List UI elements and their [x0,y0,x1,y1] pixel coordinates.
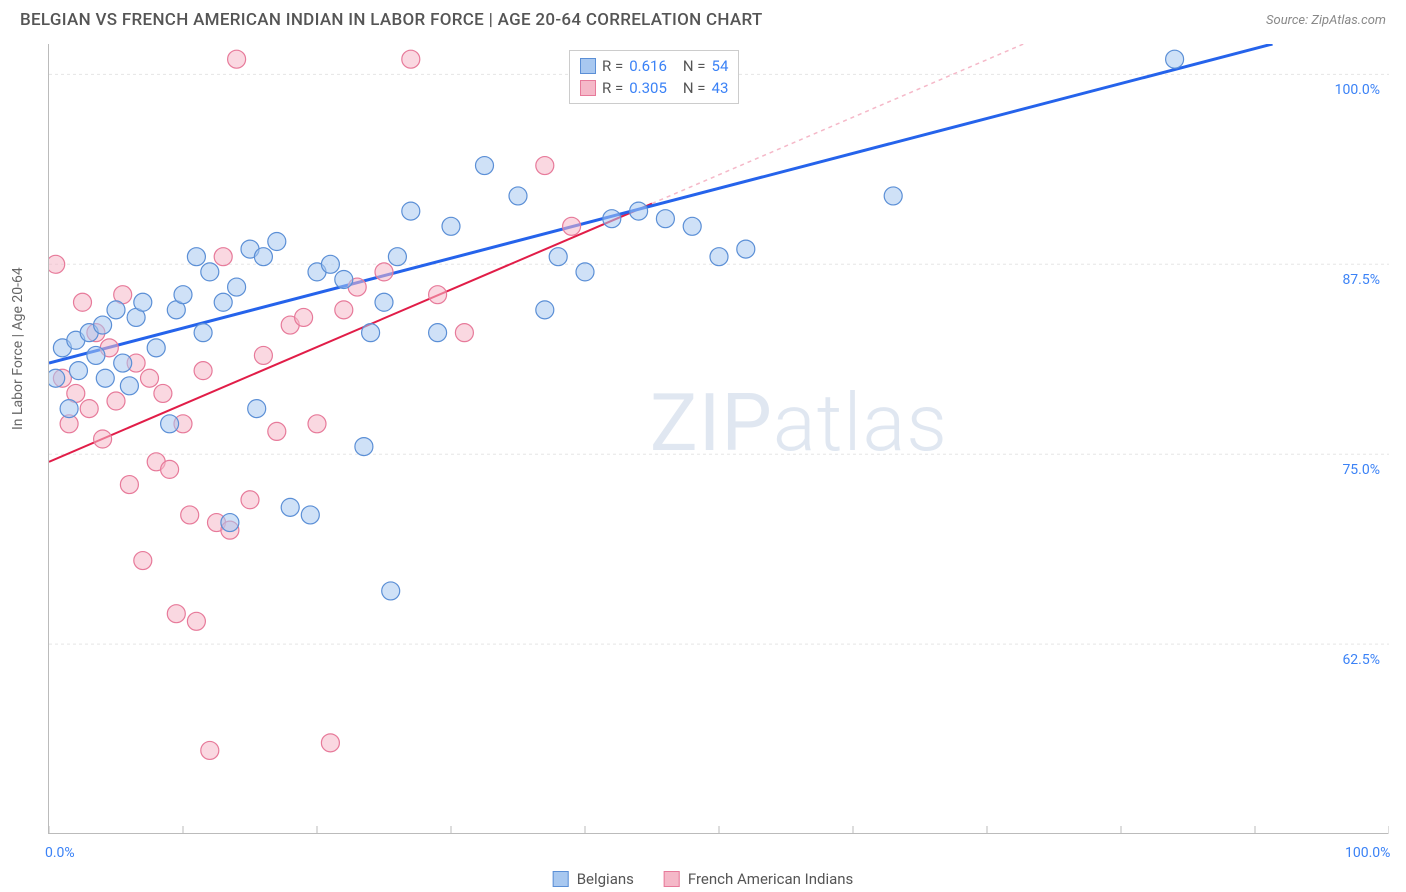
x-tick-label: 0.0% [45,845,75,861]
y-tick-label: 75.0% [1342,462,1380,478]
legend-row-belgians: R = 0.616 N = 54 [580,55,728,77]
chart-svg [49,44,1389,834]
chart-header: BELGIAN VS FRENCH AMERICAN INDIAN IN LAB… [0,0,1406,36]
x-tick-label: 100.0% [1345,845,1390,861]
swatch-belgians-icon [553,871,569,887]
source-attribution: Source: ZipAtlas.com [1266,13,1386,28]
y-axis-label: In Labor Force | Age 20-64 [10,267,26,430]
legend-label-french: French American Indians [688,870,853,888]
swatch-belgians [580,58,596,74]
chart-title: BELGIAN VS FRENCH AMERICAN INDIAN IN LAB… [20,10,763,30]
y-tick-label: 62.5% [1342,652,1380,668]
swatch-french-icon [664,871,680,887]
legend-label-belgians: Belgians [577,870,634,888]
series-legend: Belgians French American Indians [553,870,854,888]
legend-item-belgians: Belgians [553,870,634,888]
correlation-legend: R = 0.616 N = 54 R = 0.305 N = 43 [569,50,739,104]
legend-item-french: French American Indians [664,870,853,888]
y-tick-label: 87.5% [1342,272,1380,288]
legend-row-french: R = 0.305 N = 43 [580,77,728,99]
y-tick-label: 100.0% [1335,82,1380,98]
scatter-chart: R = 0.616 N = 54 R = 0.305 N = 43 ZIPatl… [48,44,1388,834]
swatch-french [580,80,596,96]
